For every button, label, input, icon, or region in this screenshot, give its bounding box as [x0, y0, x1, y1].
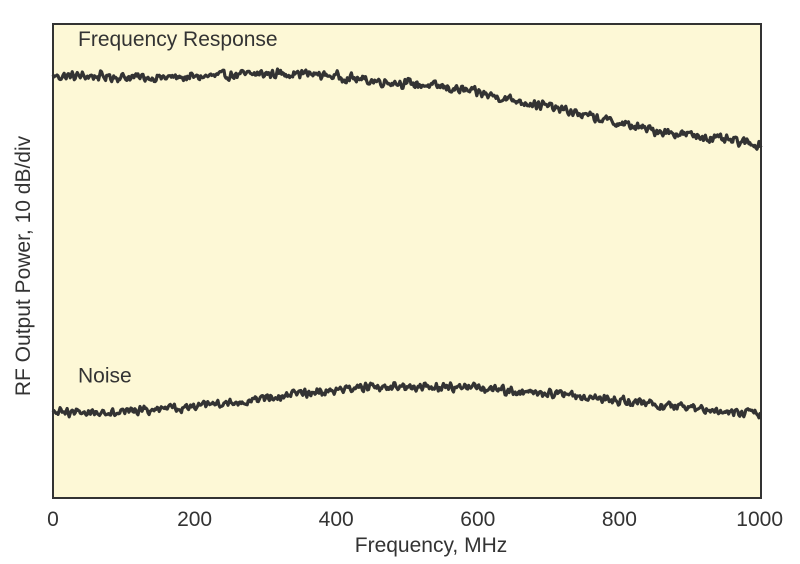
- x-tick-label-400: 400: [319, 508, 354, 531]
- x-tick-label-1000: 1000: [736, 508, 783, 531]
- y-axis-label: RF Output Power, 10 dB/div: [12, 135, 35, 396]
- x-tick-label-200: 200: [177, 508, 212, 531]
- series-line-noise: [51, 381, 763, 420]
- x-tick-label-0: 0: [47, 508, 59, 531]
- x-tick-label-800: 800: [602, 508, 637, 531]
- x-tick-label-600: 600: [460, 508, 495, 531]
- series-label-noise: Noise: [78, 365, 132, 388]
- x-axis-label: Frequency, MHz: [355, 534, 508, 557]
- plot-area: [52, 23, 762, 499]
- series-line-frequency-response: [51, 67, 763, 151]
- series-label-frequency-response: Frequency Response: [78, 28, 278, 51]
